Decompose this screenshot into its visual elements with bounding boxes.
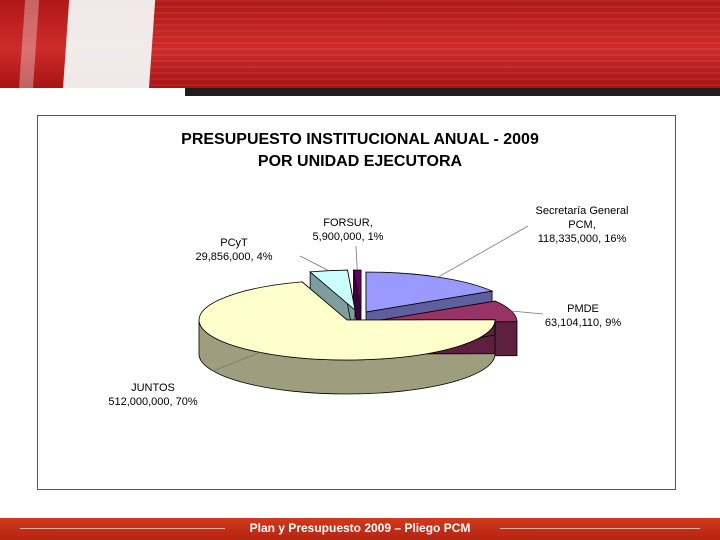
leader-line-juntos — [212, 352, 261, 372]
data-label-pcyt: PCyT 29,856,000, 4% — [195, 237, 272, 263]
leader-line-forsur — [355, 245, 358, 271]
data-label-pmde: PMDE 63,104,110, 9% — [545, 303, 621, 329]
leader-line-pmde — [511, 310, 544, 315]
pie-chart: PRESUPUESTO INSTITUCIONAL ANUAL - 2009 P… — [108, 131, 628, 408]
leader-line-pcyt — [299, 255, 329, 271]
data-label-forsur: FORSUR, 5,900,000, 1% — [313, 217, 384, 243]
pie-slice-pcyt — [309, 269, 356, 312]
chart-subtitle: POR UNIDAD EJECUTORA — [258, 153, 463, 170]
leader-line-secretaria-general — [438, 225, 529, 278]
data-label-juntos: JUNTOS 512,000,000, 70% — [108, 382, 198, 408]
footer-bar: Plan y Presupuesto 2009 – Pliego PCM — [0, 518, 720, 540]
footer-rule — [500, 528, 700, 529]
header-banner — [0, 0, 720, 88]
label-layer: Secretaría General PCM, 118,335,000, 16% PM… — [108, 205, 628, 408]
header-bar — [185, 88, 720, 96]
banner-stripe — [61, 0, 157, 88]
banner-stripe — [17, 0, 41, 88]
pie-slice-juntos — [198, 281, 496, 361]
data-label-secretaria-general: Secretaría General PCM, 118,335,000, 16% — [536, 205, 629, 245]
footer-title: Plan y Presupuesto 2009 – Pliego PCM — [249, 521, 471, 535]
chart-container: PRESUPUESTO INSTITUCIONAL ANUAL - 2009 P… — [37, 115, 676, 490]
pie-slice-forsur — [352, 269, 362, 311]
banner-texture — [150, 0, 720, 88]
chart-title: PRESUPUESTO INSTITUCIONAL ANUAL - 2009 — [181, 131, 539, 148]
footer-rule — [20, 528, 225, 529]
pie-layer — [198, 269, 518, 395]
pie-slice-secretaria-general — [365, 271, 494, 313]
